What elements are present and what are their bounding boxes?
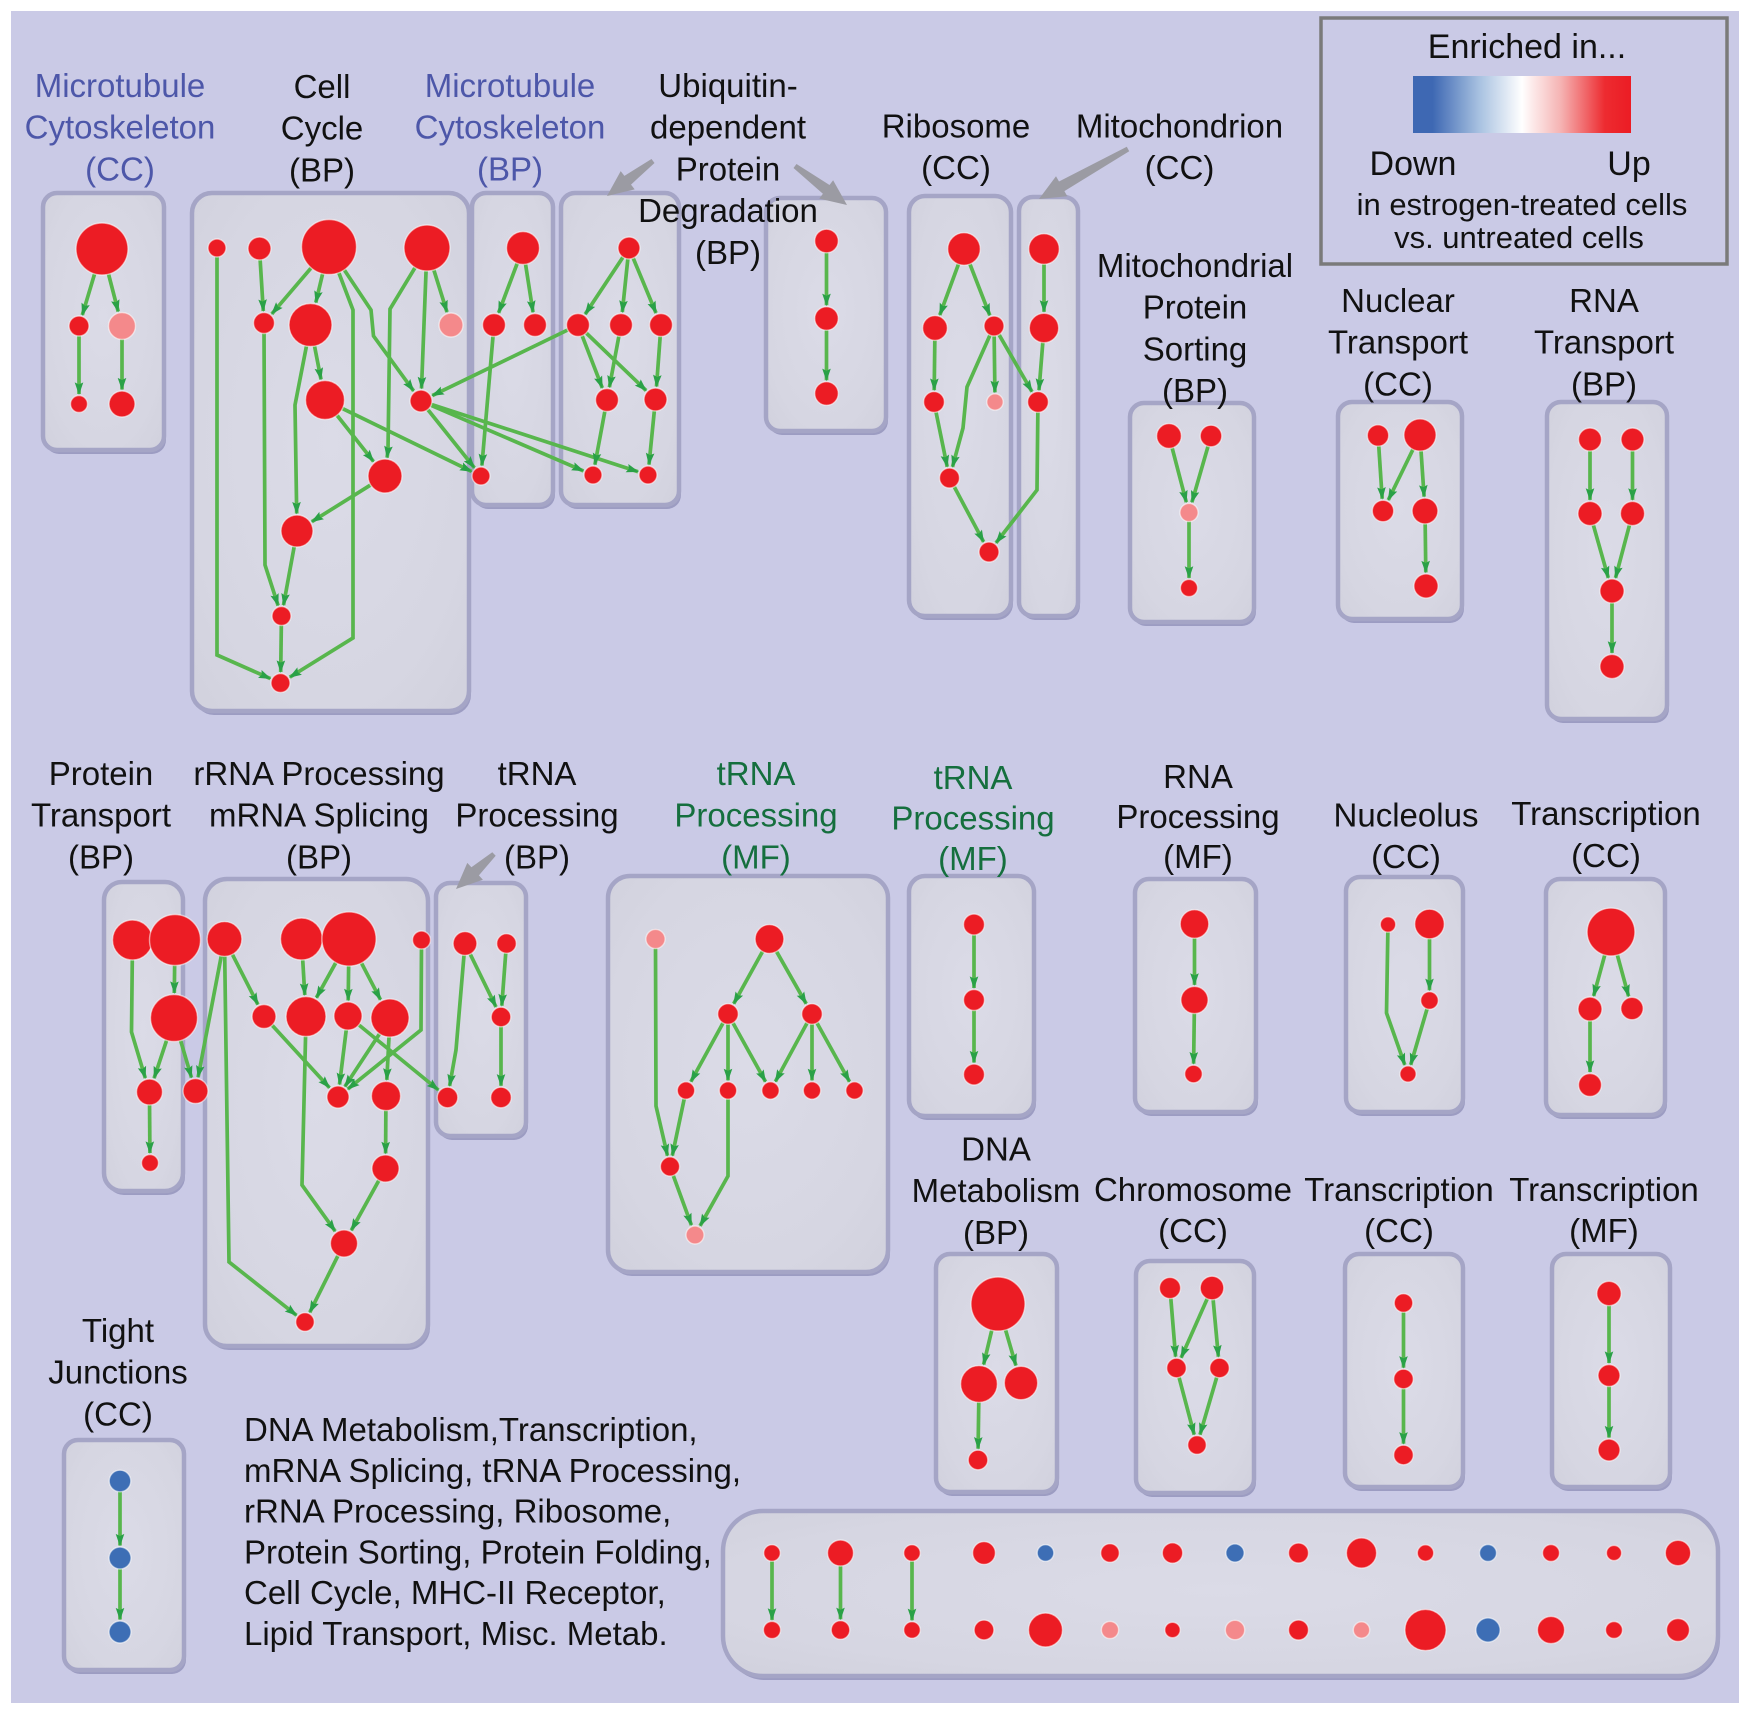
svg-text:Microtubule: Microtubule (35, 67, 206, 104)
svg-text:(BP): (BP) (286, 838, 352, 875)
svg-text:(CC): (CC) (1158, 1212, 1228, 1249)
svg-text:Junctions: Junctions (48, 1354, 187, 1391)
svg-text:(BP): (BP) (695, 234, 761, 271)
svg-text:(MF): (MF) (1569, 1212, 1639, 1249)
svg-text:Protein: Protein (676, 150, 781, 187)
svg-text:Tight: Tight (82, 1312, 154, 1349)
svg-text:tRNA: tRNA (498, 755, 577, 792)
svg-text:Degradation: Degradation (638, 192, 818, 229)
svg-text:Processing: Processing (674, 797, 837, 834)
svg-text:Up: Up (1607, 145, 1650, 183)
svg-text:Cycle: Cycle (281, 110, 364, 147)
svg-text:(CC): (CC) (85, 150, 155, 187)
svg-text:Lipid Transport, Misc. Metab.: Lipid Transport, Misc. Metab. (244, 1615, 668, 1652)
svg-text:rRNA Processing: rRNA Processing (193, 755, 444, 792)
svg-text:Protein: Protein (1143, 289, 1248, 326)
svg-text:mRNA Splicing, tRNA Processing: mRNA Splicing, tRNA Processing, (244, 1452, 741, 1489)
svg-text:Transcription: Transcription (1509, 1171, 1699, 1208)
svg-text:DNA Metabolism,Transcription,: DNA Metabolism,Transcription, (244, 1411, 698, 1448)
svg-text:(CC): (CC) (1145, 149, 1215, 186)
svg-text:Down: Down (1370, 145, 1457, 183)
svg-text:Sorting: Sorting (1143, 330, 1248, 367)
svg-text:Transcription: Transcription (1511, 795, 1701, 832)
svg-text:RNA: RNA (1163, 758, 1233, 795)
svg-text:(MF): (MF) (1163, 838, 1233, 875)
svg-text:Transport: Transport (1328, 324, 1468, 361)
svg-text:(BP): (BP) (68, 838, 134, 875)
svg-text:(CC): (CC) (1371, 838, 1441, 875)
svg-text:Cytoskeleton: Cytoskeleton (415, 109, 606, 146)
svg-text:(CC): (CC) (1364, 1212, 1434, 1249)
svg-text:(MF): (MF) (721, 838, 791, 875)
svg-text:Chromosome: Chromosome (1094, 1171, 1292, 1208)
svg-text:(BP): (BP) (289, 151, 355, 188)
svg-text:tRNA: tRNA (717, 755, 796, 792)
svg-text:Nuclear: Nuclear (1341, 282, 1455, 319)
svg-text:(CC): (CC) (1571, 837, 1641, 874)
svg-text:Protein: Protein (49, 755, 154, 792)
svg-text:Cytoskeleton: Cytoskeleton (25, 109, 216, 146)
svg-text:Microtubule: Microtubule (425, 67, 596, 104)
svg-text:Ubiquitin-: Ubiquitin- (658, 67, 797, 104)
svg-text:tRNA: tRNA (934, 759, 1013, 796)
svg-text:Transport: Transport (31, 797, 171, 834)
svg-text:Mitochondrion: Mitochondrion (1076, 108, 1283, 145)
svg-text:(BP): (BP) (1162, 372, 1228, 409)
svg-text:(CC): (CC) (1363, 365, 1433, 402)
svg-text:Cell: Cell (294, 68, 351, 105)
svg-text:(CC): (CC) (83, 1395, 153, 1432)
svg-text:in estrogen-treated cells: in estrogen-treated cells (1357, 187, 1688, 222)
svg-text:Transcription: Transcription (1304, 1171, 1494, 1208)
svg-text:(CC): (CC) (921, 149, 991, 186)
svg-text:Mitochondrial: Mitochondrial (1097, 247, 1293, 284)
svg-text:mRNA Splicing: mRNA Splicing (209, 797, 429, 834)
svg-text:(MF): (MF) (938, 840, 1008, 877)
svg-text:(BP): (BP) (477, 150, 543, 187)
svg-text:Nucleolus: Nucleolus (1334, 797, 1479, 834)
svg-text:Ribosome: Ribosome (882, 108, 1031, 145)
svg-text:(BP): (BP) (1571, 365, 1637, 402)
svg-text:Transport: Transport (1534, 324, 1674, 361)
svg-text:RNA: RNA (1569, 282, 1639, 319)
svg-text:(BP): (BP) (963, 1214, 1029, 1251)
svg-text:Cell Cycle, MHC-II Receptor,: Cell Cycle, MHC-II Receptor, (244, 1574, 666, 1611)
svg-text:Processing: Processing (1116, 798, 1279, 835)
svg-text:vs. untreated cells: vs. untreated cells (1394, 220, 1644, 255)
svg-text:Processing: Processing (891, 800, 1054, 837)
svg-text:DNA: DNA (961, 1131, 1031, 1168)
svg-text:Metabolism: Metabolism (912, 1172, 1081, 1209)
svg-text:Processing: Processing (455, 797, 618, 834)
svg-text:Protein Sorting, Protein Foldi: Protein Sorting, Protein Folding, (244, 1533, 712, 1570)
svg-text:dependent: dependent (650, 109, 806, 146)
svg-text:(BP): (BP) (504, 838, 570, 875)
svg-text:rRNA Processing, Ribosome,: rRNA Processing, Ribosome, (244, 1493, 671, 1530)
svg-text:Enriched in...: Enriched in... (1428, 28, 1626, 66)
